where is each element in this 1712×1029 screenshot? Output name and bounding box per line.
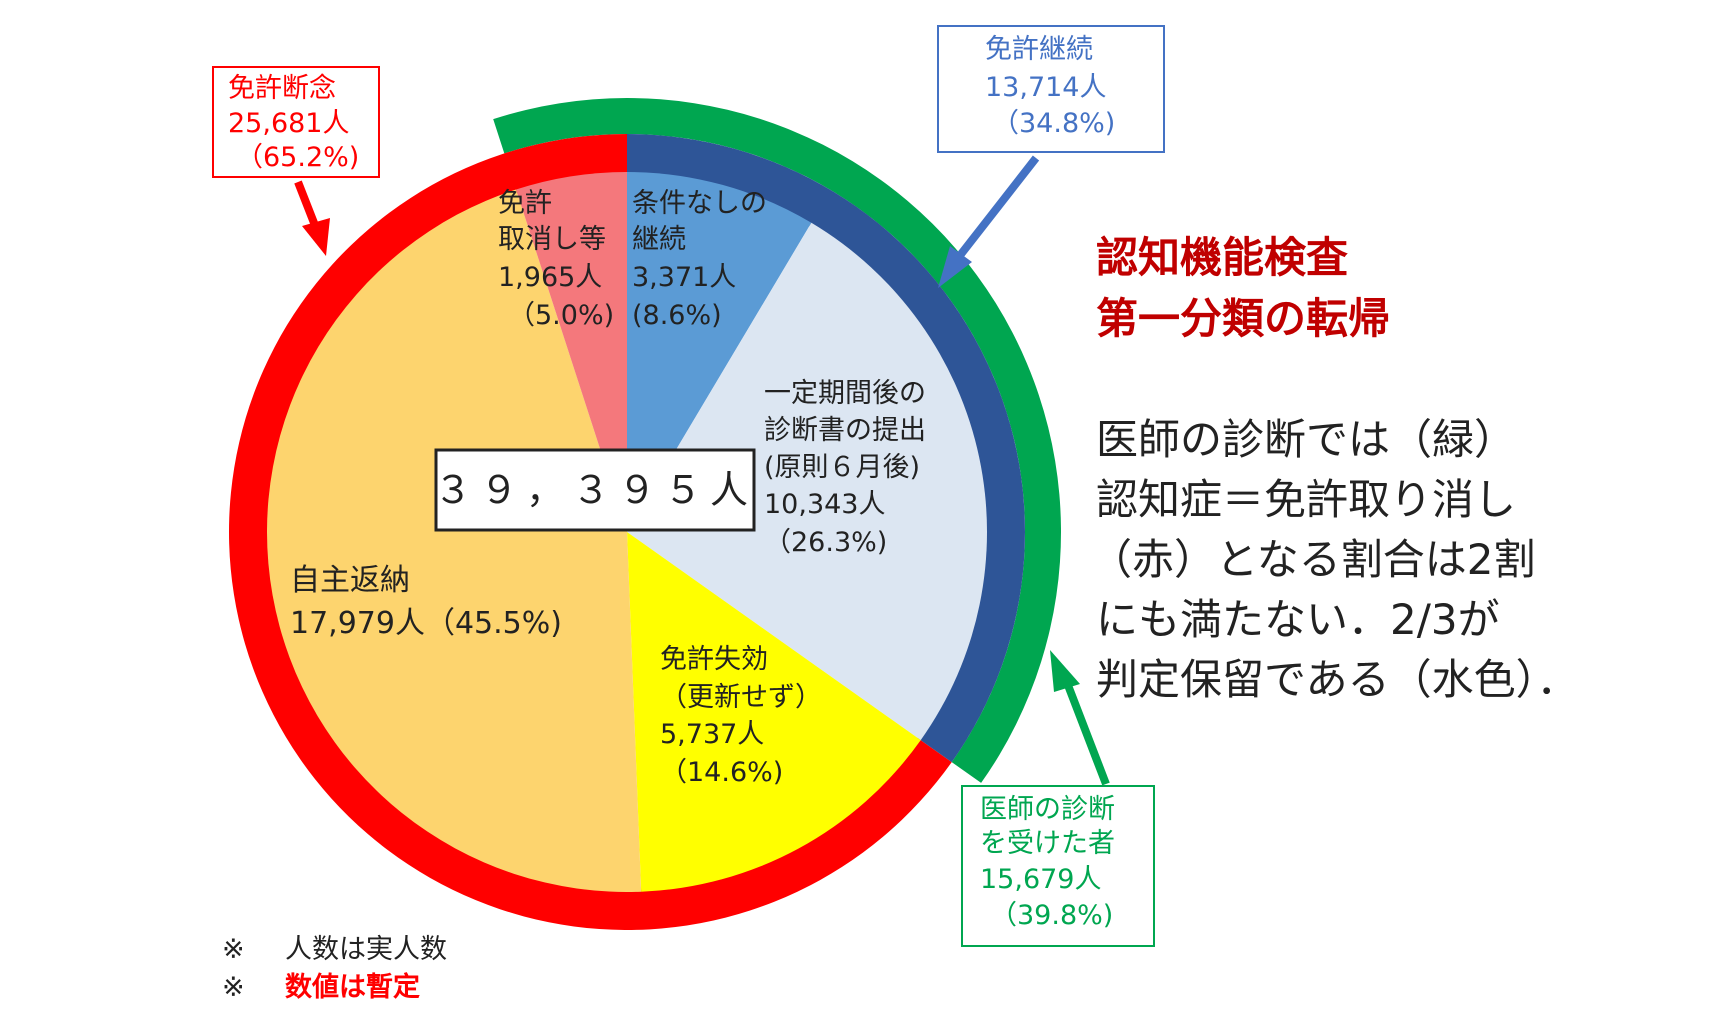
arrowhead-license-abandoned <box>302 218 330 256</box>
arrow-license-abandoned <box>294 180 320 230</box>
total-box <box>434 448 756 532</box>
ring-license-continued <box>627 134 1026 763</box>
total-value: ３９，３９５人 <box>434 468 756 512</box>
comment: 医師の診断では（緑） 認知症＝免許取り消し （赤）となる割合は2割 にも満たない… <box>1090 415 1579 704</box>
arrowhead-license-continued <box>938 246 972 288</box>
label-shikko: 免許失効 （更新せず） 5,737人 （14.6%) <box>660 644 831 788</box>
note-1: ※ 人数は実人数 <box>222 934 447 965</box>
callout-doctor-diagnosis-text: 医師の診断 を受けた者 15,679人 （39.8%) <box>980 794 1124 931</box>
title: 認知機能検査 第一分類の転帰 <box>1096 233 1390 343</box>
pie-slices <box>267 172 988 892</box>
callout-license-abandoned <box>212 66 380 178</box>
label-teiki: 一定期間後の 診断書の提出 (原則６月後) 10,343人 （26.3%) <box>764 378 935 558</box>
slice-jokenashi <box>627 172 812 532</box>
label-torikeshi: 免許 取消し等 1,965人 （5.0%) <box>498 188 615 331</box>
arrow-doctor-diagnosis <box>1062 678 1110 786</box>
slice-torikeshi <box>516 172 627 532</box>
arrow-license-continued <box>954 155 1040 261</box>
callout-license-continued <box>937 25 1165 153</box>
slice-jishu <box>267 189 642 892</box>
note-2: ※ 数値は暫定 <box>222 971 420 1003</box>
label-jishu: 自主返納 17,979人（45.5%) <box>290 563 562 641</box>
label-jokenashi: 条件なしの 継続 3,371人 (8.6%) <box>632 188 776 331</box>
ring-doctor-diagnosis <box>493 97 1062 783</box>
callout-doctor-diagnosis <box>961 785 1155 947</box>
callout-license-continued-text: 免許継続 13,714人 （34.8%) <box>985 34 1115 139</box>
slice-teiki <box>627 222 988 741</box>
callout-license-abandoned-text: 免許断念 25,681人 （65.2%) <box>228 73 359 173</box>
slice-shikko <box>627 532 921 892</box>
arrowhead-doctor-diagnosis <box>1050 650 1080 692</box>
